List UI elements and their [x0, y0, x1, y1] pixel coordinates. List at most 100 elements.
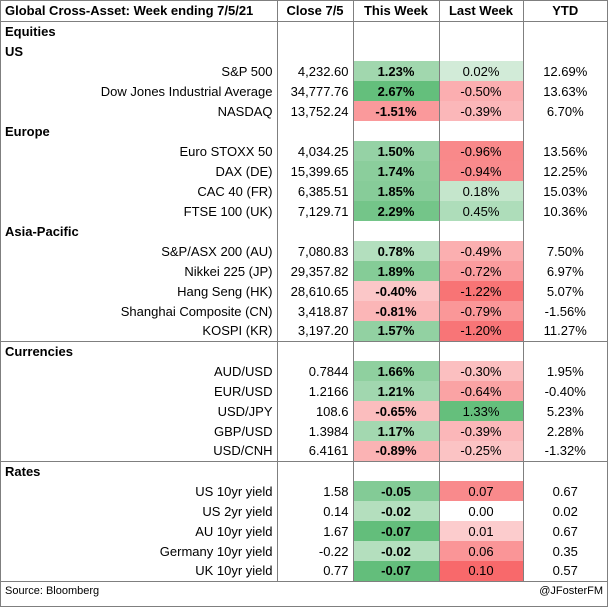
table-row: US 2yr yield 0.14 -0.02 0.00 0.02 [1, 501, 607, 521]
this-week-value: -0.02 [353, 541, 440, 561]
empty-cell [523, 121, 607, 141]
close-value: 34,777.76 [277, 81, 354, 101]
ytd-value: 12.25% [543, 163, 588, 179]
last-week-value: -0.39% [439, 421, 524, 441]
header-close: Close 7/5 [277, 1, 354, 22]
last-week-value: -0.39% [439, 101, 524, 121]
table-row: USD/JPY 108.6 -0.65% 1.33% 5.23% [1, 401, 607, 421]
table-row: Nikkei 225 (JP) 29,357.82 1.89% -0.72% 6.97% [1, 261, 607, 281]
table-row: US 10yr yield 1.58 -0.05 0.07 0.67 [1, 481, 607, 501]
ytd-value: 5.07% [546, 283, 584, 299]
table-row: S&P/ASX 200 (AU) 7,080.83 0.78% -0.49% 7.50% [1, 241, 607, 261]
table-row: Hang Seng (HK) 28,610.65 -0.40% -1.22% 5.07% [1, 281, 607, 301]
last-week-value: -0.49% [439, 241, 524, 261]
author-handle: @JFosterFM [439, 580, 607, 601]
empty-cell [439, 21, 524, 41]
asset-name: Euro STOXX 50 [1, 141, 278, 161]
asset-name: FTSE 100 (UK) [1, 201, 278, 221]
table-row: DAX (DE) 15,399.65 1.74% -0.94% 12.25% [1, 161, 607, 181]
last-week-value: 0.00 [439, 501, 524, 521]
asset-name: AU 10yr yield [1, 521, 278, 541]
close-value: 7,129.71 [277, 201, 354, 221]
asset-name: Shanghai Composite (CN) [1, 301, 278, 321]
empty-cell [523, 460, 607, 481]
last-week-value: -0.72% [439, 261, 524, 281]
source-note: Source: Bloomberg [1, 580, 439, 601]
header-ytd: YTD [523, 1, 607, 22]
table-row: NASDAQ 13,752.24 -1.51% -0.39% 6.70% [1, 101, 607, 121]
header-last-week: Last Week [439, 1, 524, 22]
asset-name: KOSPI (KR) [1, 321, 278, 342]
this-week-value: 1.74% [353, 161, 440, 181]
this-week-value: -0.40% [353, 281, 440, 301]
close-value: 7,080.83 [277, 241, 354, 261]
ytd-value: 0.35 [552, 543, 578, 559]
last-week-value: -0.94% [439, 161, 524, 181]
last-week-value: -0.25% [439, 441, 524, 462]
empty-cell [523, 41, 607, 61]
close-value: 1.3984 [277, 421, 354, 441]
ytd-value: 0.67 [552, 523, 578, 539]
section-header-row: Equities [1, 21, 607, 41]
last-week-value: 0.01 [439, 521, 524, 541]
close-value: 29,357.82 [277, 261, 354, 281]
close-value: 3,418.87 [277, 301, 354, 321]
empty-cell [439, 221, 524, 241]
asset-name: Hang Seng (HK) [1, 281, 278, 301]
close-value: 1.2166 [277, 381, 354, 401]
ytd-value: -1.32% [523, 441, 607, 462]
ytd-value: 15.03% [543, 183, 588, 199]
close-value: 1.58 [277, 481, 354, 501]
asset-name: AUD/USD [1, 361, 278, 381]
group-header-row: US [1, 41, 607, 61]
empty-cell [353, 340, 440, 361]
last-week-value: 1.33% [439, 401, 524, 421]
header-row: Global Cross-Asset: Week ending 7/5/21 C… [1, 1, 607, 22]
table-row: Germany 10yr yield -0.22 -0.02 0.06 0.35 [1, 541, 607, 561]
this-week-value: -1.51% [353, 101, 440, 121]
close-value: 0.14 [277, 501, 354, 521]
close-value: 4,232.60 [277, 61, 354, 81]
this-week-value: 1.17% [353, 421, 440, 441]
close-value: 6,385.51 [277, 181, 354, 201]
group-header-label: Asia-Pacific [1, 221, 278, 241]
table-row: UK 10yr yield 0.77 -0.07 0.10 0.57 [1, 561, 607, 582]
close-value: 4,034.25 [277, 141, 354, 161]
this-week-value: 1.23% [353, 61, 440, 81]
empty-cell [353, 121, 440, 141]
table-row: Euro STOXX 50 4,034.25 1.50% -0.96% 13.56% [1, 141, 607, 161]
asset-name: EUR/USD [1, 381, 278, 401]
empty-cell [277, 41, 354, 61]
asset-name: Nikkei 225 (JP) [1, 261, 278, 281]
this-week-value: 1.57% [353, 321, 440, 342]
section-header-label: Currencies [1, 340, 278, 361]
asset-name: S&P/ASX 200 (AU) [1, 241, 278, 261]
empty-cell [353, 221, 440, 241]
table-row: EUR/USD 1.2166 1.21% -0.64% -0.40% [1, 381, 607, 401]
last-week-value: -1.20% [439, 321, 524, 342]
this-week-value: -0.07 [353, 561, 440, 582]
table-row: Dow Jones Industrial Average 34,777.76 2.6… [1, 81, 607, 101]
this-week-value: 1.50% [353, 141, 440, 161]
last-week-value: 0.45% [439, 201, 524, 221]
this-week-value: -0.65% [353, 401, 440, 421]
close-value: 1.67 [277, 521, 354, 541]
empty-cell [439, 340, 524, 361]
empty-cell [277, 460, 354, 481]
table-body: Equities US S&P 500 4,232.60 1.23% 0.02% 12.69… [1, 21, 607, 582]
asset-name: Germany 10yr yield [1, 541, 278, 561]
ytd-value: 10.36% [543, 203, 588, 219]
asset-name: UK 10yr yield [1, 561, 278, 582]
last-week-value: -0.79% [439, 301, 524, 321]
ytd-value: 12.69% [543, 63, 588, 79]
empty-cell [523, 221, 607, 241]
last-week-value: 0.06 [439, 541, 524, 561]
empty-cell [277, 221, 354, 241]
asset-name: US 2yr yield [1, 501, 278, 521]
ytd-value: 7.50% [546, 243, 584, 259]
ytd-value: 0.57 [523, 561, 607, 582]
this-week-value: -0.02 [353, 501, 440, 521]
empty-cell [439, 460, 524, 481]
this-week-value: 2.67% [353, 81, 440, 101]
this-week-value: 1.89% [353, 261, 440, 281]
